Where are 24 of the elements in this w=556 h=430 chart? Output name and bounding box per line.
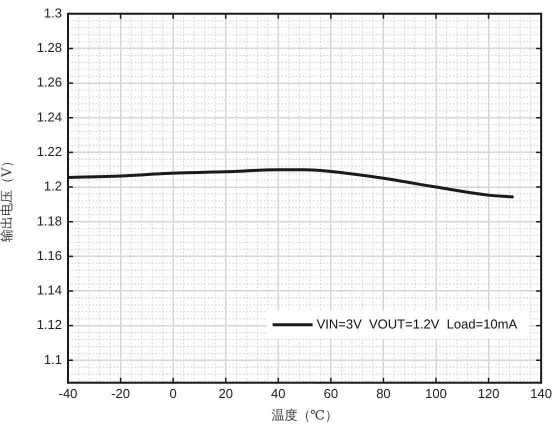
x-tick-label: 120 xyxy=(478,386,500,402)
x-tick-label: 80 xyxy=(376,386,391,402)
x-tick-label: 40 xyxy=(271,386,286,402)
y-tick-label: 1.3 xyxy=(44,5,62,20)
y-tick-label: 1.24 xyxy=(36,109,62,124)
y-tick-label: 1.26 xyxy=(36,74,62,90)
y-tick-label: 1.12 xyxy=(36,317,62,332)
legend-label: VIN=3V VOUT=1.2V Load=10mA xyxy=(316,316,518,332)
y-tick-label: 1.16 xyxy=(36,248,62,263)
x-axis-title: 温度（℃） xyxy=(271,408,338,424)
x-tick-label: 20 xyxy=(218,386,233,402)
y-tick-label: 1.1 xyxy=(44,352,62,367)
y-tick-label: 1.2 xyxy=(44,178,62,194)
y-axis-title: 输出电压（V） xyxy=(0,154,16,242)
x-tick-label: -40 xyxy=(58,386,78,402)
y-tick-label: 1.14 xyxy=(36,282,62,298)
x-tick-label: 60 xyxy=(324,386,338,402)
x-tick-label: 140 xyxy=(530,386,552,402)
y-tick-label: 1.22 xyxy=(36,144,62,159)
x-tick-label: 0 xyxy=(170,386,177,402)
y-tick-label: 1.28 xyxy=(36,40,62,56)
x-tick-label: 100 xyxy=(425,386,447,402)
x-tick-label: -20 xyxy=(111,386,130,402)
y-tick-label: 1.18 xyxy=(36,213,62,228)
